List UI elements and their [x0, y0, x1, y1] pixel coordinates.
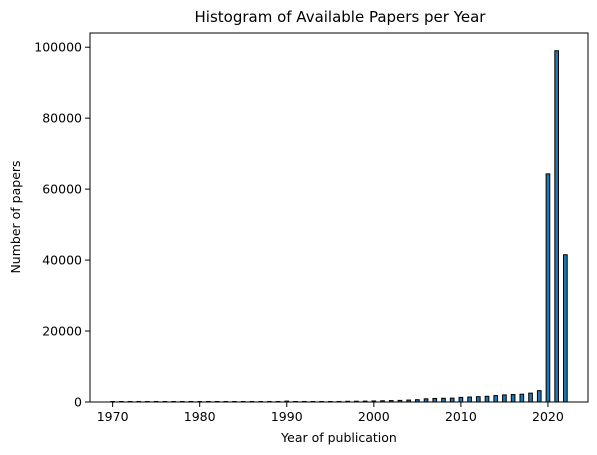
- y-tick-label-100000: 100000: [34, 40, 82, 55]
- y-tick-label-80000: 80000: [42, 111, 82, 126]
- x-tick-label-1990: 1990: [271, 409, 303, 424]
- x-tick-label-1970: 1970: [97, 409, 129, 424]
- x-tick-label-2000: 2000: [358, 409, 390, 424]
- bar-2021: [554, 50, 559, 403]
- bar-2020: [545, 173, 551, 403]
- bar-2019: [536, 390, 542, 403]
- x-tick-label-2020: 2020: [532, 409, 564, 424]
- bar-2012: [475, 396, 481, 403]
- y-tick-label-0: 0: [74, 395, 82, 410]
- bar-2018: [528, 392, 533, 403]
- bar-2014: [493, 395, 499, 403]
- y-tick-label-20000: 20000: [42, 324, 82, 339]
- plot-frame: [89, 32, 589, 403]
- bar-2010: [458, 396, 464, 403]
- y-tick-label-40000: 40000: [42, 253, 82, 268]
- y-axis-label: Number of papers: [8, 160, 23, 273]
- x-axis-label: Year of publication: [280, 430, 397, 445]
- bar-2009: [449, 397, 455, 403]
- bar-2022: [563, 254, 568, 403]
- chart-title: Histogram of Available Papers per Year: [195, 8, 487, 26]
- bar-2017: [519, 393, 525, 403]
- y-axis-ticks: 0 20000 40000 60000 80000 100000: [34, 40, 90, 410]
- bar-2007: [432, 397, 438, 403]
- x-tick-label-1980: 1980: [184, 409, 216, 424]
- y-tick-label-60000: 60000: [42, 182, 82, 197]
- x-tick-label-2010: 2010: [445, 409, 477, 424]
- x-axis-ticks: 1970 1980 1990 2000 2010 2020: [97, 402, 564, 424]
- bar-2013: [484, 395, 490, 403]
- bar-2016: [510, 394, 516, 403]
- bar-2011: [467, 396, 472, 403]
- bar-2015: [502, 394, 507, 403]
- bar-2008: [441, 397, 446, 403]
